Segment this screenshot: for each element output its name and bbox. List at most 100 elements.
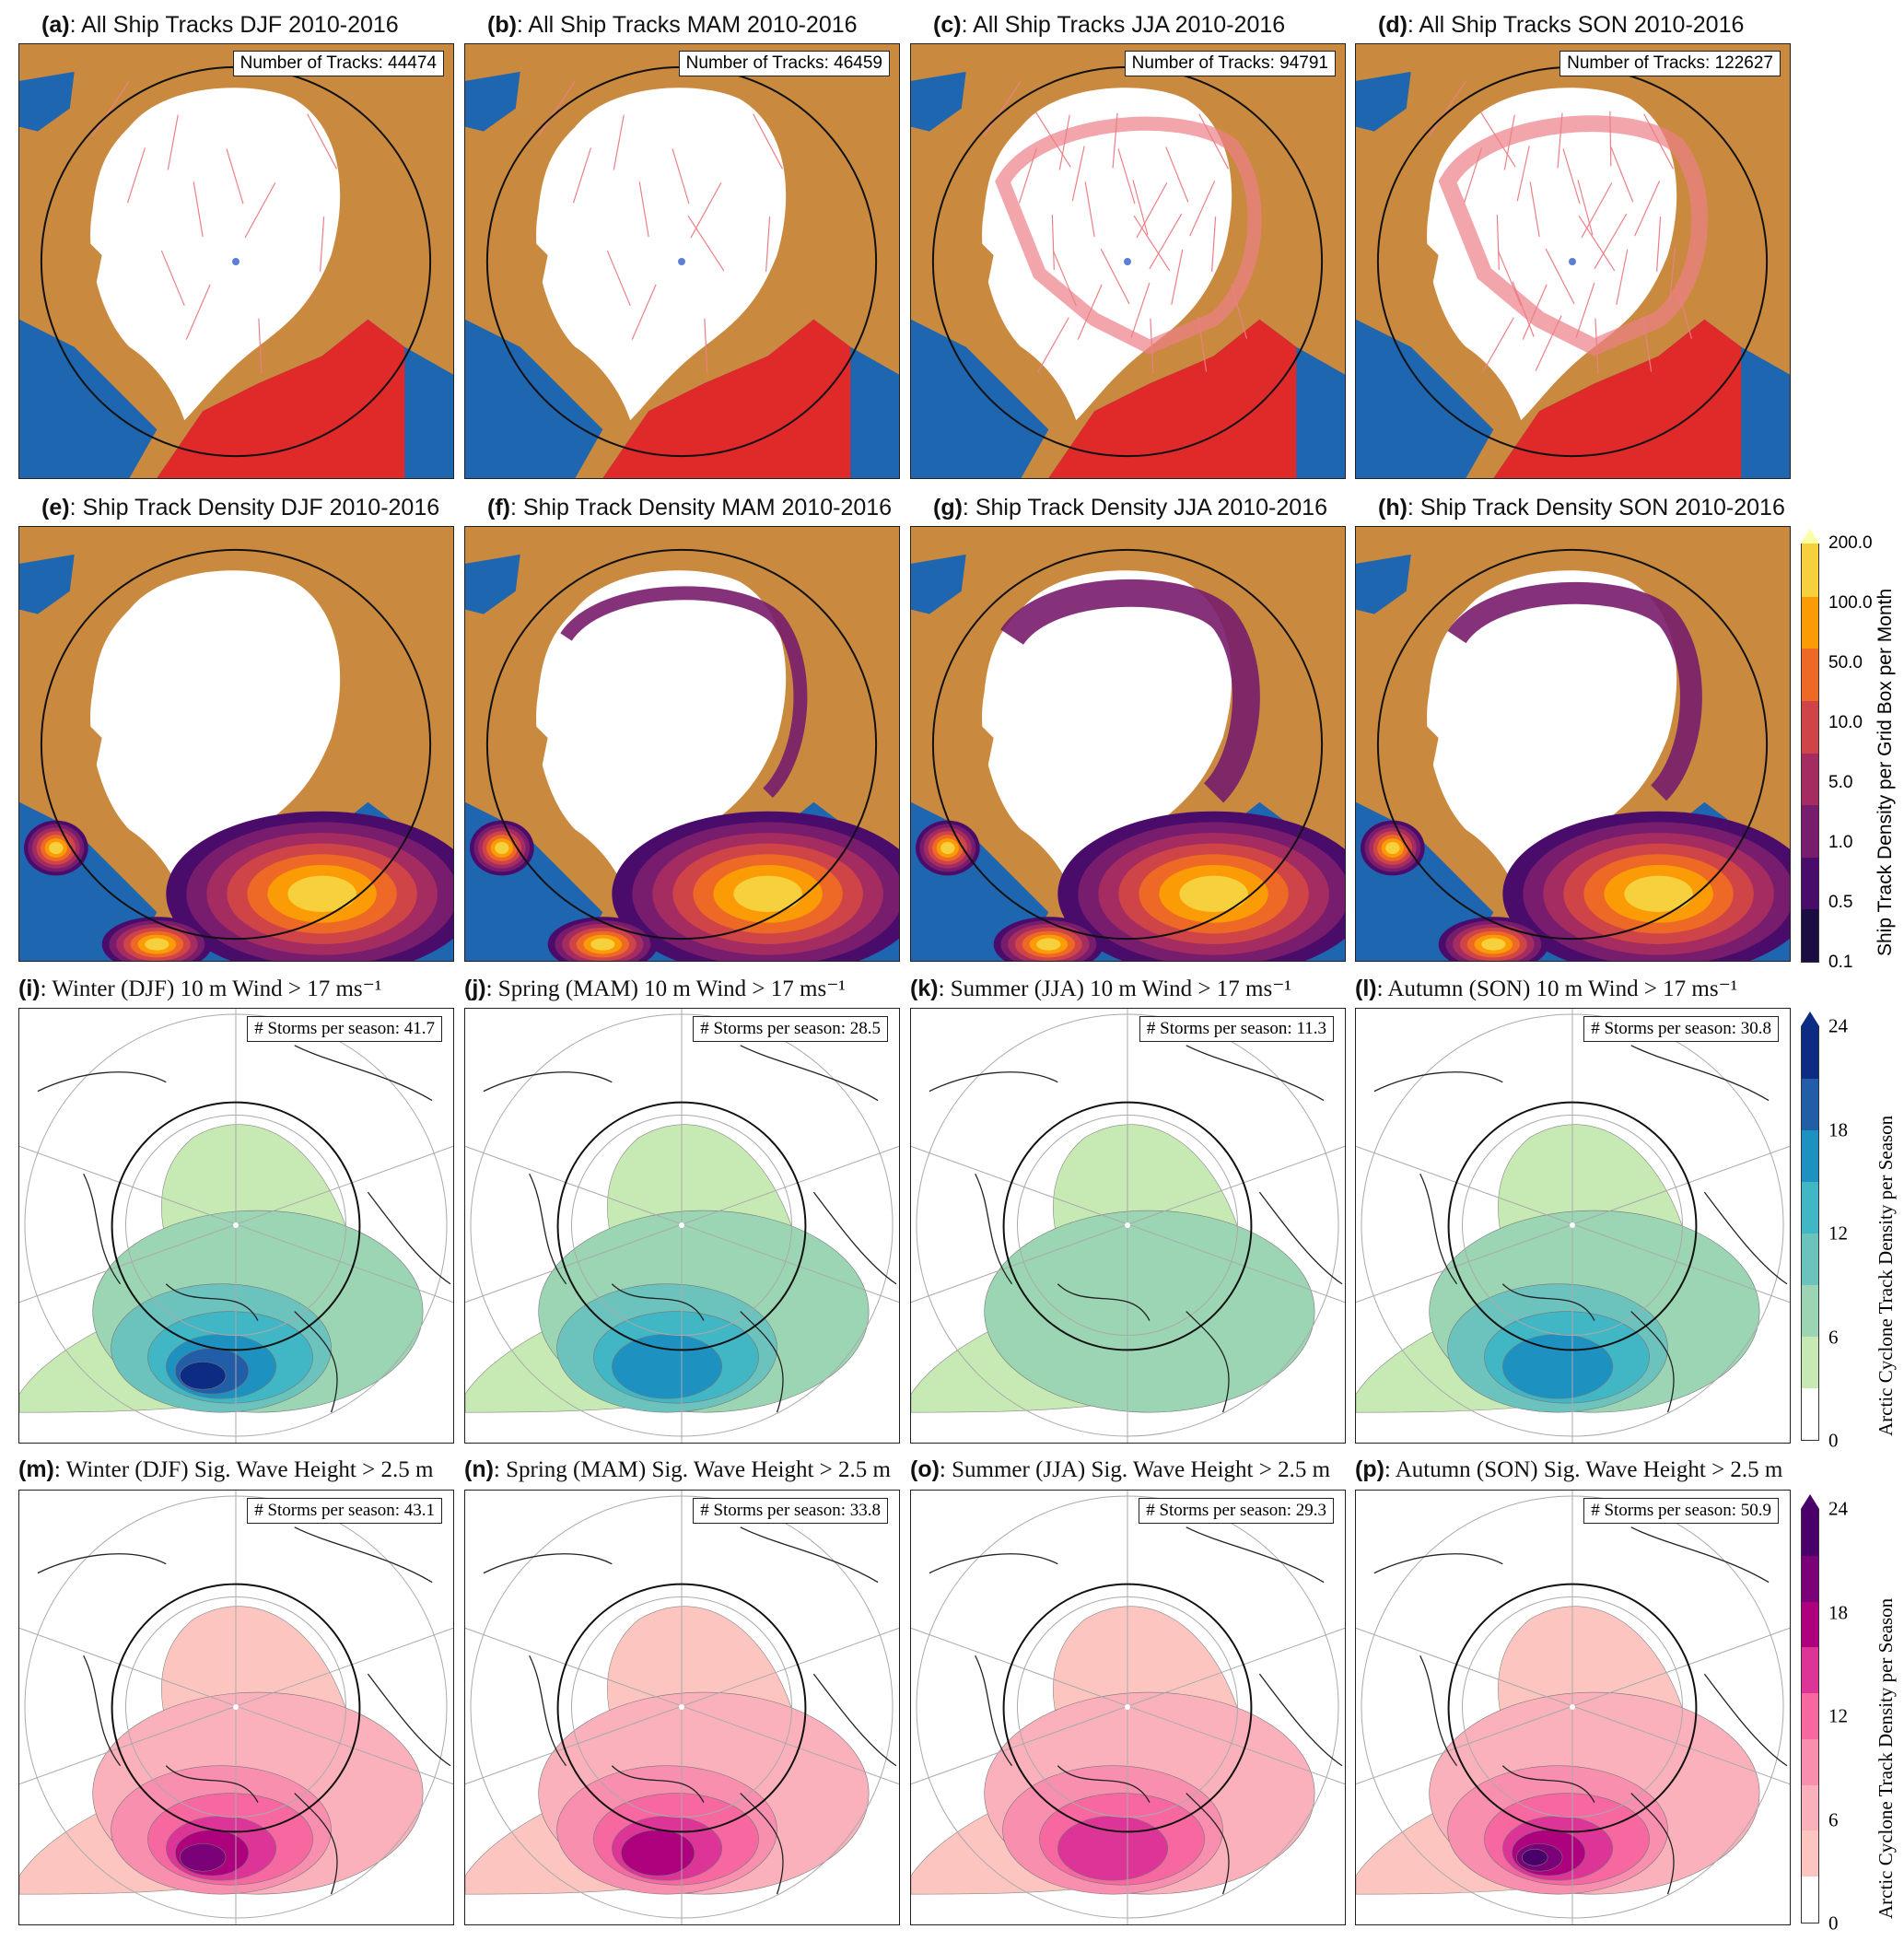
ship-track	[1018, 147, 1037, 204]
panel-title-text: : Summer (JJA) Sig. Wave Height > 2.5 m	[939, 1457, 1331, 1482]
map-panel-i: # Storms per season: 41.7	[18, 1008, 454, 1444]
colorbar-tick: 200.0	[1828, 533, 1873, 553]
colorbar-segment	[1802, 1283, 1818, 1337]
ship-track	[1516, 146, 1530, 202]
polar-map	[911, 1491, 1345, 1924]
density-contour	[1179, 875, 1248, 913]
ship-track	[1077, 284, 1103, 340]
north-pole-marker	[233, 742, 239, 747]
panel-letter: (a)	[41, 12, 70, 38]
ocean	[19, 319, 158, 478]
ship-track	[1481, 317, 1514, 373]
map-panel-f	[464, 526, 900, 962]
panel-letter: (d)	[1378, 12, 1408, 38]
ship-track	[1463, 147, 1482, 204]
arctic-circle	[40, 548, 432, 941]
panel-title-m: (m): Winter (DJF) Sig. Wave Height > 2.5…	[18, 1456, 433, 1483]
ship-track	[320, 216, 325, 272]
info-box: # Storms per season: 33.8	[693, 1498, 888, 1524]
colorbar-segment	[1802, 1783, 1818, 1831]
arctic-circle	[1447, 1583, 1698, 1833]
ship-track	[1034, 111, 1071, 168]
ocean	[465, 554, 520, 614]
polar-map	[465, 1491, 899, 1924]
ship-tracks-dense	[602, 319, 851, 478]
ship-track	[1575, 282, 1595, 338]
colorbar-wind	[1801, 1025, 1819, 1441]
colorbar-segment	[1802, 1646, 1818, 1694]
ship-track	[1429, 80, 1466, 136]
coastline	[37, 1526, 451, 1895]
ship-track	[1036, 317, 1069, 373]
map-panel-p: # Storms per season: 50.9	[1355, 1490, 1791, 1925]
ship-track	[687, 215, 725, 272]
sea-ice	[536, 88, 787, 421]
panel-letter: (j)	[464, 976, 486, 1001]
ship-track	[1132, 180, 1149, 236]
storm-density-contour	[1057, 1816, 1169, 1881]
storm-density-contour	[179, 1362, 227, 1390]
polar-map	[465, 44, 899, 478]
sea-ice	[982, 88, 1232, 421]
colorbar-tick: 18	[1828, 1118, 1848, 1140]
panel-title-i: (i): Winter (DJF) 10 m Wind > 17 ms⁻¹	[18, 975, 381, 1002]
panel-letter: (i)	[18, 976, 41, 1001]
colorbar-tick: 50.0	[1828, 653, 1863, 672]
density-contour	[590, 938, 615, 951]
coastline	[1373, 1045, 1788, 1413]
ship-track	[1577, 180, 1594, 236]
ship-track	[1594, 318, 1599, 374]
colorbar-segment	[1802, 1600, 1818, 1648]
info-box: # Storms per season: 30.8	[1583, 1016, 1779, 1042]
north-pole-marker	[1125, 1704, 1130, 1710]
colorbar-label: Arctic Cyclone Track Density per Season	[1875, 1115, 1897, 1436]
map-panel-o: # Storms per season: 29.3	[910, 1490, 1346, 1925]
polar-map	[911, 1009, 1345, 1443]
ship-track	[1557, 112, 1563, 169]
panel-title-b: (b): All Ship Tracks MAM 2010-2016	[487, 12, 858, 39]
colorbar-segment	[1802, 1737, 1818, 1785]
arctic-circle	[556, 1101, 807, 1351]
north-pole-marker	[1124, 258, 1131, 265]
panel-letter: (o)	[910, 1456, 940, 1482]
coastline	[1373, 1526, 1788, 1895]
ship-track	[1496, 215, 1500, 270]
density-contour	[940, 841, 955, 855]
density-contour	[1385, 841, 1400, 855]
colorbar-tick: 1.0	[1828, 833, 1853, 852]
arctic-circle	[485, 548, 878, 941]
panel-title-text: : Ship Track Density JJA 2010-2016	[962, 495, 1327, 520]
north-pole-marker	[679, 1704, 684, 1710]
polar-map	[465, 1009, 899, 1443]
colorbar-tick: 0	[1828, 1912, 1839, 1935]
panel-title-l: (l): Autumn (SON) 10 m Wind > 17 ms⁻¹	[1355, 975, 1737, 1002]
map-panel-m: # Storms per season: 43.1	[18, 1490, 454, 1925]
ship-track	[1051, 215, 1055, 270]
panel-letter: (f)	[487, 495, 510, 520]
colorbar-density	[1801, 543, 1819, 963]
sea-ice	[90, 88, 341, 421]
north-pole-marker	[1570, 1222, 1575, 1228]
arctic-circle	[111, 1101, 361, 1351]
map-panel-b: Number of Tracks: 46459	[464, 43, 900, 479]
north-pole-marker	[678, 258, 685, 265]
polar-map	[1356, 1491, 1790, 1924]
north-pole-marker	[1125, 1222, 1130, 1228]
info-box: Number of Tracks: 122627	[1559, 51, 1781, 76]
colorbar-segment	[1802, 1180, 1818, 1234]
panel-letter: (p)	[1355, 1456, 1384, 1482]
panel-title-c: (c): All Ship Tracks JJA 2010-2016	[933, 12, 1285, 39]
arctic-circle	[931, 548, 1324, 941]
panel-title-text: : Summer (JJA) 10 m Wind > 17 ms⁻¹	[938, 976, 1291, 1001]
coastline	[929, 1526, 1343, 1895]
north-pole-marker	[232, 258, 239, 265]
ship-track	[1522, 284, 1548, 340]
map-panel-g	[910, 526, 1346, 962]
panel-title-e: (e): Ship Track Density DJF 2010-2016	[41, 495, 439, 521]
ship-track	[1656, 216, 1662, 272]
ocean	[911, 554, 966, 614]
storm-density-contour	[1521, 1849, 1548, 1866]
north-pole-marker	[1570, 742, 1575, 747]
map-panel-n: # Storms per season: 33.8	[464, 1490, 900, 1925]
storm-density-contour	[1502, 1334, 1614, 1399]
